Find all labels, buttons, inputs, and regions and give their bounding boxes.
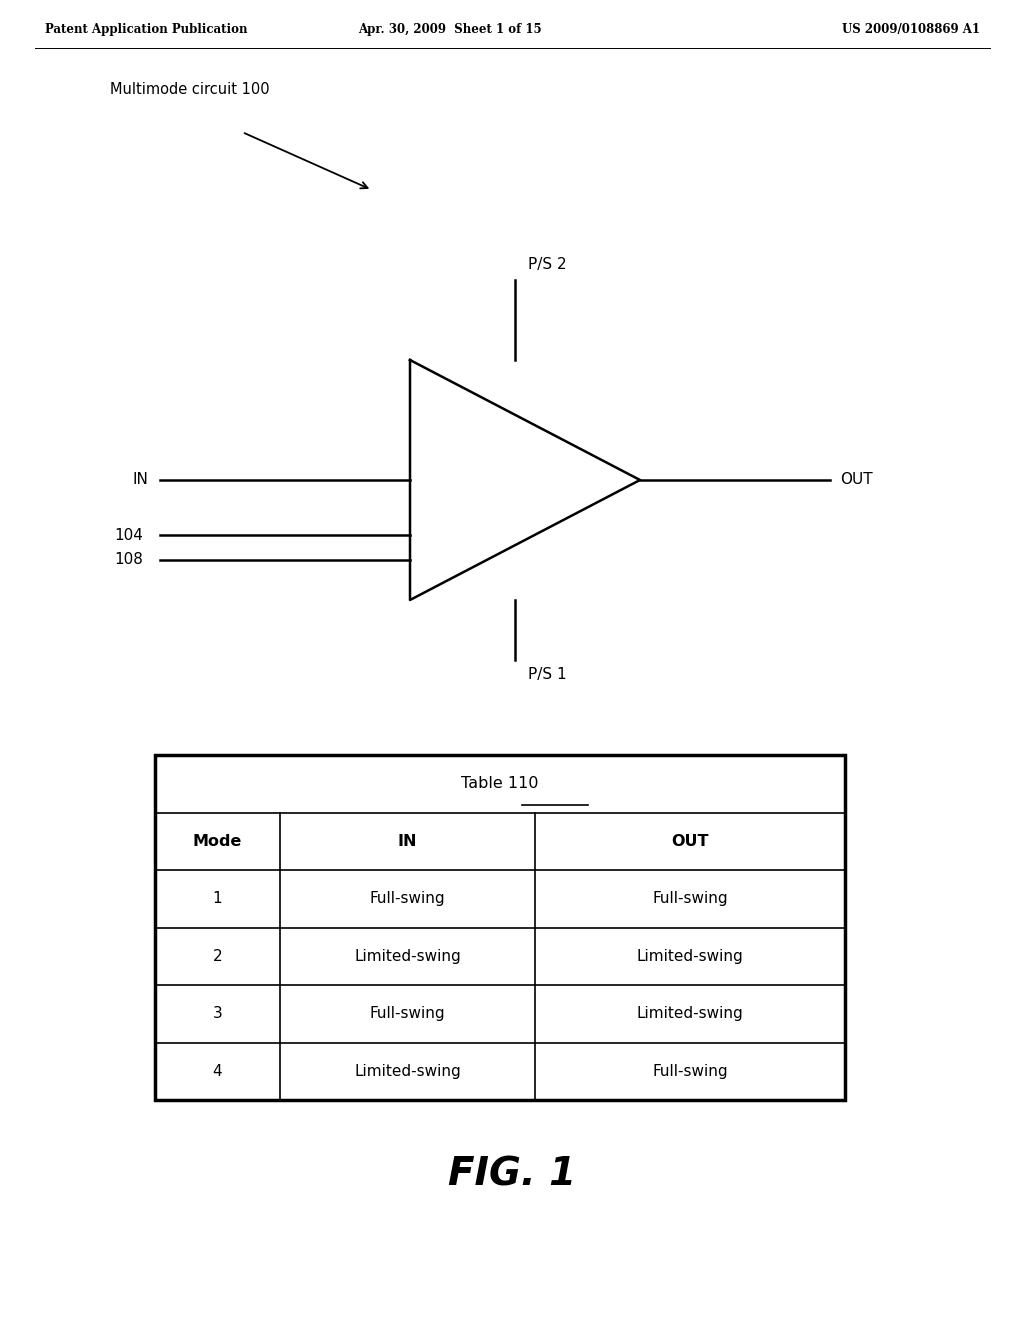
Text: OUT: OUT bbox=[840, 473, 872, 487]
Text: P/S 2: P/S 2 bbox=[528, 257, 566, 272]
Text: Mode: Mode bbox=[193, 834, 243, 849]
Text: OUT: OUT bbox=[672, 834, 709, 849]
Text: IN: IN bbox=[132, 473, 148, 487]
Bar bbox=[155, 755, 845, 1100]
Text: Full-swing: Full-swing bbox=[652, 1064, 728, 1078]
Text: Patent Application Publication: Patent Application Publication bbox=[45, 24, 248, 37]
Text: Multimode circuit 100: Multimode circuit 100 bbox=[110, 82, 269, 98]
Text: 3: 3 bbox=[213, 1006, 222, 1022]
Text: Full-swing: Full-swing bbox=[652, 891, 728, 907]
Text: Limited-swing: Limited-swing bbox=[354, 949, 461, 964]
Text: P/S 1: P/S 1 bbox=[528, 668, 566, 682]
Text: Limited-swing: Limited-swing bbox=[354, 1064, 461, 1078]
Text: 104: 104 bbox=[114, 528, 143, 543]
Text: Table 110: Table 110 bbox=[461, 776, 539, 791]
Text: 108: 108 bbox=[114, 553, 143, 568]
Text: Full-swing: Full-swing bbox=[370, 1006, 445, 1022]
Text: Limited-swing: Limited-swing bbox=[637, 1006, 743, 1022]
Text: Apr. 30, 2009  Sheet 1 of 15: Apr. 30, 2009 Sheet 1 of 15 bbox=[358, 24, 542, 37]
Text: US 2009/0108869 A1: US 2009/0108869 A1 bbox=[842, 24, 980, 37]
Text: Full-swing: Full-swing bbox=[370, 891, 445, 907]
Text: IN: IN bbox=[397, 834, 417, 849]
Text: 4: 4 bbox=[213, 1064, 222, 1078]
Text: FIG. 1: FIG. 1 bbox=[447, 1156, 577, 1195]
Text: 2: 2 bbox=[213, 949, 222, 964]
Text: Limited-swing: Limited-swing bbox=[637, 949, 743, 964]
Text: 1: 1 bbox=[213, 891, 222, 907]
